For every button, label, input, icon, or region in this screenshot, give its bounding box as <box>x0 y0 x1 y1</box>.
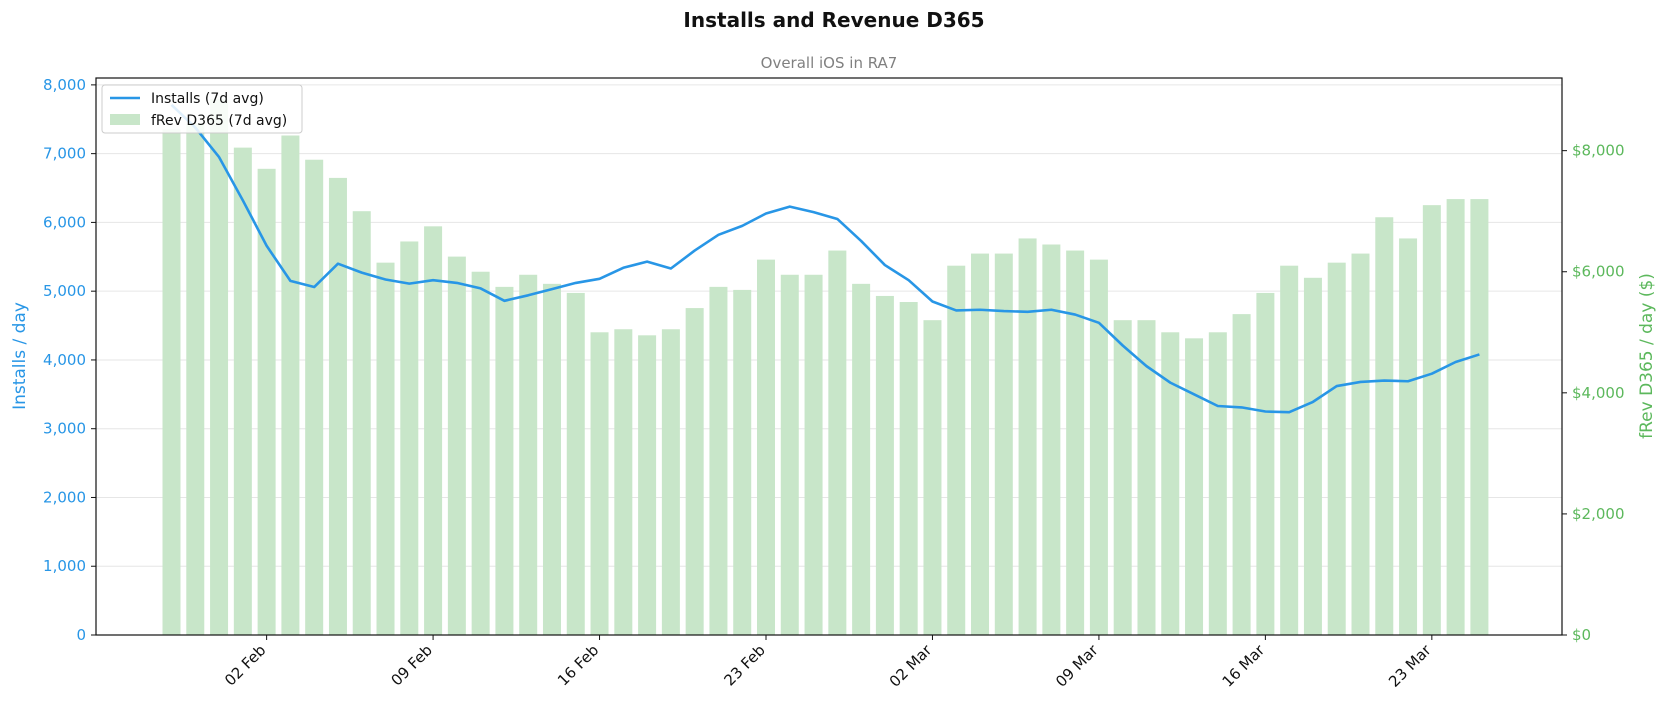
revenue-bar <box>780 274 799 635</box>
revenue-bar <box>1280 265 1299 635</box>
x-tick-label: 16 Feb <box>554 641 602 689</box>
revenue-bar <box>994 253 1013 635</box>
right-tick-label: $8,000 <box>1572 142 1625 160</box>
left-tick-label: 6,000 <box>43 213 86 231</box>
revenue-bar <box>162 129 181 635</box>
revenue-bar <box>1137 320 1156 635</box>
revenue-bar <box>1161 332 1180 635</box>
revenue-bar <box>1208 332 1227 635</box>
installs-line-group <box>170 103 1480 414</box>
left-tick-label: 2,000 <box>43 488 86 506</box>
revenue-bar <box>590 332 609 635</box>
revenue-bar <box>1018 238 1037 635</box>
revenue-bar <box>1303 277 1322 635</box>
x-axis: 02 Feb 09 Feb 16 Feb 23 Feb 02 Mar 09 Mar 16 M… <box>221 635 1435 691</box>
revenue-bar <box>638 335 657 635</box>
left-y-axis: 0 1,000 2,000 3,000 4,000 5,000 6,000 7,000 8,00… <box>43 76 96 644</box>
revenue-bar <box>376 262 395 635</box>
revenue-bar <box>519 274 538 635</box>
revenue-bar <box>305 159 324 635</box>
left-tick-label: 5,000 <box>43 282 86 300</box>
revenue-bar <box>1470 199 1489 635</box>
x-tick-label: 23 Feb <box>720 641 768 689</box>
left-tick-label: 8,000 <box>43 76 86 94</box>
revenue-bar <box>1422 205 1441 636</box>
right-tick-label: $0 <box>1572 626 1591 644</box>
x-tick-label: 09 Feb <box>388 641 436 689</box>
right-y-axis: $0 $2,000 $4,000 $6,000 $8,000 <box>1562 142 1625 644</box>
left-tick-label: 0 <box>76 626 86 644</box>
revenue-bar <box>899 302 918 635</box>
revenue-bar <box>1399 238 1418 635</box>
left-tick-label: 4,000 <box>43 351 86 369</box>
revenue-bar <box>1375 217 1394 635</box>
right-tick-label: $6,000 <box>1572 263 1625 281</box>
revenue-bar <box>542 283 561 635</box>
revenue-bar <box>828 250 847 635</box>
revenue-bar <box>233 147 252 635</box>
right-tick-label: $4,000 <box>1572 384 1625 402</box>
revenue-bar <box>1256 292 1275 635</box>
revenue-bar <box>614 329 633 635</box>
revenue-bar <box>685 308 704 635</box>
revenue-bar <box>804 274 823 635</box>
left-tick-label: 1,000 <box>43 557 86 575</box>
revenue-bar <box>328 177 347 636</box>
x-tick-label: 23 Mar <box>1385 641 1435 691</box>
revenue-bar <box>400 241 419 635</box>
revenue-bar <box>1185 338 1204 635</box>
plot-frame <box>95 77 1563 636</box>
revenue-bar <box>947 265 966 635</box>
legend: Installs (7d avg) fRev D365 (7d avg) <box>101 84 303 134</box>
x-tick-label: 09 Mar <box>1052 641 1102 691</box>
right-axis-label: fRev D365 / day ($) <box>1637 273 1657 439</box>
revenue-bar <box>1327 262 1346 635</box>
legend-revenue-label: fRev D365 (7d avg) <box>151 113 287 129</box>
revenue-bar <box>447 256 466 635</box>
revenue-bars <box>162 99 1489 636</box>
x-tick-label: 16 Mar <box>1219 641 1269 691</box>
installs-line <box>170 103 1480 414</box>
revenue-bar <box>352 211 371 635</box>
revenue-bar <box>1351 253 1370 635</box>
revenue-bar <box>1232 314 1251 635</box>
revenue-bar <box>757 259 775 635</box>
revenue-bar <box>923 320 942 635</box>
chart-title: Installs and Revenue D365 <box>683 8 984 32</box>
right-tick-label: $2,000 <box>1572 505 1625 523</box>
revenue-bar <box>1042 244 1061 635</box>
revenue-bar <box>495 286 514 635</box>
left-tick-label: 3,000 <box>43 420 86 438</box>
revenue-bar <box>471 271 490 635</box>
x-tick-label: 02 Feb <box>221 641 269 689</box>
revenue-bar <box>875 295 894 635</box>
revenue-bar <box>852 283 871 635</box>
revenue-bar <box>1066 250 1085 635</box>
revenue-bar <box>186 123 205 636</box>
revenue-bar <box>971 253 990 635</box>
legend-revenue-swatch <box>110 114 140 125</box>
revenue-bar <box>424 226 443 635</box>
revenue-bar <box>733 289 752 635</box>
revenue-bar <box>566 292 585 635</box>
revenue-bar <box>210 99 229 636</box>
revenue-bar <box>281 135 300 636</box>
legend-box <box>101 84 303 134</box>
chart-subtitle: Overall iOS in RA7 <box>761 54 898 72</box>
revenue-bar <box>1446 199 1465 635</box>
left-axis-label: Installs / day <box>10 302 30 410</box>
left-tick-label: 7,000 <box>43 145 86 163</box>
revenue-bar <box>1089 259 1108 635</box>
legend-installs-label: Installs (7d avg) <box>151 91 264 107</box>
revenue-bar <box>709 286 728 635</box>
revenue-bar <box>257 168 276 635</box>
revenue-bar <box>1113 320 1132 635</box>
x-tick-label: 02 Mar <box>886 641 936 691</box>
revenue-bar <box>661 329 680 635</box>
